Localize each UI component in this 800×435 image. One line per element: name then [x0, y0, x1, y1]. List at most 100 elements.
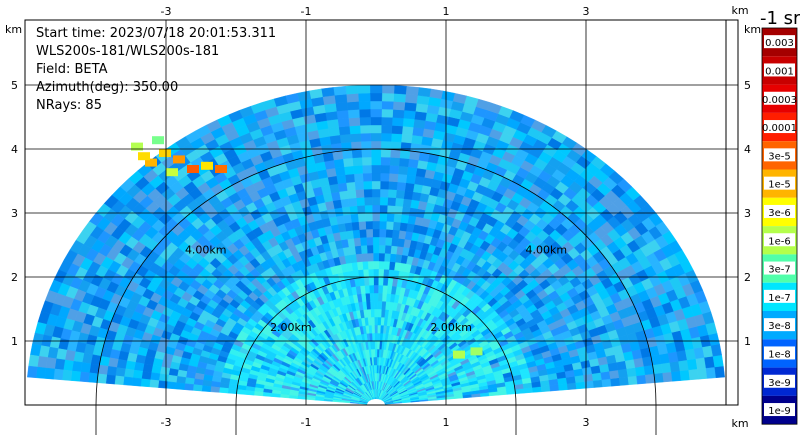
sector-cell [140, 378, 151, 388]
sector-cell [335, 101, 349, 112]
sector-cell [633, 357, 645, 368]
y-tick-label-right: 3 [744, 207, 751, 220]
sector-cell [364, 204, 373, 214]
sector-cell [388, 261, 396, 271]
sector-cell [387, 189, 397, 199]
x-tick-label-bottom: -1 [301, 416, 312, 429]
sector-cell [390, 245, 398, 255]
sector-cell [386, 205, 396, 214]
sector-cell [381, 100, 394, 110]
sector-cell [381, 108, 394, 118]
sector-cell [381, 92, 395, 102]
hot-cell [152, 136, 164, 145]
y-tick-label-right: 2 [744, 271, 751, 284]
sector-cell [253, 391, 264, 397]
sector-cell [392, 109, 405, 119]
sector-cell [363, 188, 373, 198]
sector-cell [141, 370, 152, 380]
sector-cell [377, 284, 384, 294]
sector-cell [372, 228, 380, 238]
sector-cell [417, 87, 432, 98]
sector-cell [158, 373, 169, 382]
sector-cell [340, 141, 352, 152]
sector-cell [27, 365, 38, 379]
y-tick-label-left: 4 [11, 143, 18, 156]
sector-cell [358, 228, 367, 238]
sector-cell [393, 93, 406, 103]
sector-cell [377, 308, 382, 318]
sector-cell [362, 180, 373, 190]
sector-cell [365, 220, 373, 230]
sector-cell [167, 374, 178, 383]
sector-cell [381, 116, 393, 126]
field-name: Field: BETA [36, 62, 108, 77]
sector-cell [558, 383, 569, 391]
sector-cell [415, 103, 429, 113]
sector-cell [636, 374, 647, 385]
sector-cell [379, 204, 388, 214]
colorbar-label: 1e-5 [768, 180, 791, 191]
sector-cell [361, 156, 372, 166]
sector-cell [397, 165, 409, 175]
sector-cell [399, 149, 411, 160]
sector-cell [357, 92, 371, 102]
colorbar-label: 1e-6 [768, 236, 791, 247]
colorbar-label-bg [764, 120, 795, 134]
sector-cell [384, 244, 392, 254]
sector-cell [348, 117, 361, 127]
sector-cell [338, 125, 351, 136]
sector-cell [176, 375, 187, 384]
sector-cell [591, 372, 603, 381]
sector-cell [712, 354, 724, 368]
sector-cell [362, 260, 369, 270]
colorbar-label: 3e-7 [768, 265, 791, 276]
sector-cell [389, 253, 397, 263]
sector-cell [383, 268, 390, 278]
sector-cell [653, 372, 664, 383]
range-rings: 2.00km 2.00km 4.00km 4.00km [95, 148, 657, 435]
sector-cell [377, 300, 383, 310]
sector-cell [368, 284, 375, 294]
sector-cell [414, 110, 427, 121]
sector-cell [115, 367, 126, 377]
sector-cell [393, 213, 402, 223]
sector-cell [643, 364, 655, 376]
sector-cell [359, 236, 368, 246]
sector-cell [345, 85, 359, 95]
sector-cell [395, 189, 406, 199]
sector-cell [697, 367, 708, 380]
colorbar-label-bg [764, 346, 795, 360]
x-tick-label-top: -3 [161, 5, 172, 18]
sector-cell [342, 157, 354, 168]
sector-cell [380, 316, 385, 326]
sector-cell [356, 205, 366, 214]
sector-cell [379, 180, 390, 190]
x-tick-label-top: 3 [583, 5, 590, 18]
sector-cell [391, 125, 403, 135]
sector-cell [405, 85, 419, 96]
sector-cell [337, 117, 350, 128]
sector-cell [347, 109, 360, 119]
sector-cell [358, 108, 371, 118]
sector-cell [379, 196, 389, 206]
sector-cell [348, 197, 358, 207]
sector-cell [380, 140, 392, 150]
sector-cell [377, 292, 383, 302]
sector-cell [368, 276, 374, 286]
sector-cell [333, 158, 345, 169]
sector-cell [374, 332, 378, 342]
sector-cell [262, 392, 273, 397]
sector-cell [373, 308, 379, 318]
nrays-value: NRays: 85 [36, 98, 102, 113]
sector-cell [411, 191, 422, 202]
sector-cell [401, 206, 411, 216]
sector-cell [429, 88, 444, 99]
sector-cell [408, 207, 418, 217]
sector-cell [357, 213, 366, 222]
sector-cell [54, 358, 66, 371]
sector-cell [79, 371, 90, 383]
sector-cell [373, 292, 379, 302]
sector-cell [359, 116, 371, 126]
sector-cell [385, 228, 394, 238]
